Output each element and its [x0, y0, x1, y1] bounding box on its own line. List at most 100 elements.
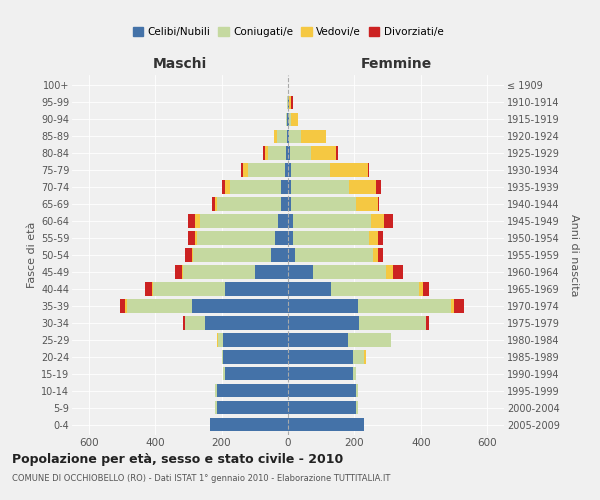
Bar	[288, 130, 289, 143]
Bar	[368, 164, 370, 176]
Bar	[217, 401, 288, 414]
Bar	[182, 266, 184, 278]
Bar	[193, 248, 271, 262]
Bar	[451, 300, 454, 312]
Bar	[255, 266, 288, 278]
Bar	[185, 316, 205, 330]
Bar	[288, 350, 353, 364]
Bar	[223, 334, 288, 346]
Bar	[281, 198, 288, 210]
Bar	[275, 232, 288, 244]
Bar	[385, 214, 392, 228]
Bar	[426, 316, 429, 330]
Text: Femmine: Femmine	[361, 57, 431, 71]
Bar	[353, 350, 364, 364]
Bar	[268, 146, 286, 160]
Bar	[217, 198, 281, 210]
Bar	[349, 180, 376, 194]
Bar	[265, 146, 268, 160]
Bar	[210, 418, 288, 432]
Bar	[419, 282, 422, 296]
Text: Maschi: Maschi	[153, 57, 207, 71]
Bar	[288, 164, 292, 176]
Bar	[288, 282, 331, 296]
Bar	[243, 164, 248, 176]
Bar	[215, 401, 217, 414]
Bar	[184, 266, 255, 278]
Bar	[288, 198, 292, 210]
Bar	[290, 146, 311, 160]
Bar	[376, 180, 381, 194]
Bar	[288, 300, 358, 312]
Bar	[212, 198, 215, 210]
Bar	[288, 316, 359, 330]
Bar	[289, 130, 301, 143]
Bar	[120, 300, 125, 312]
Bar	[288, 401, 356, 414]
Bar	[191, 248, 193, 262]
Bar	[281, 180, 288, 194]
Bar	[422, 282, 429, 296]
Bar	[358, 300, 451, 312]
Bar	[195, 232, 197, 244]
Text: Popolazione per età, sesso e stato civile - 2010: Popolazione per età, sesso e stato civil…	[12, 452, 343, 466]
Bar	[263, 146, 265, 160]
Bar	[185, 248, 191, 262]
Y-axis label: Fasce di età: Fasce di età	[26, 222, 37, 288]
Bar	[329, 164, 368, 176]
Bar	[295, 248, 373, 262]
Bar	[288, 266, 313, 278]
Bar	[248, 164, 284, 176]
Bar	[378, 248, 383, 262]
Bar	[313, 266, 386, 278]
Bar	[288, 146, 290, 160]
Bar	[378, 198, 379, 210]
Bar	[217, 334, 218, 346]
Bar	[188, 214, 195, 228]
Bar	[221, 350, 223, 364]
Bar	[284, 164, 288, 176]
Y-axis label: Anni di nascita: Anni di nascita	[569, 214, 579, 296]
Bar	[356, 401, 358, 414]
Bar	[218, 334, 223, 346]
Bar	[287, 130, 288, 143]
Bar	[378, 232, 383, 244]
Bar	[292, 164, 329, 176]
Bar	[288, 180, 292, 194]
Bar	[364, 350, 366, 364]
Bar	[230, 180, 281, 194]
Bar	[288, 112, 289, 126]
Bar	[311, 146, 336, 160]
Bar	[215, 198, 217, 210]
Bar	[288, 248, 295, 262]
Bar	[286, 146, 288, 160]
Bar	[356, 198, 378, 210]
Bar	[371, 214, 385, 228]
Bar	[288, 214, 293, 228]
Bar	[205, 316, 288, 330]
Bar	[175, 266, 182, 278]
Bar	[271, 248, 288, 262]
Bar	[293, 214, 371, 228]
Bar	[223, 367, 225, 380]
Bar	[292, 112, 298, 126]
Bar	[278, 214, 288, 228]
Bar	[288, 367, 353, 380]
Bar	[225, 282, 288, 296]
Bar	[152, 282, 154, 296]
Bar	[145, 282, 152, 296]
Bar	[277, 130, 287, 143]
Text: COMUNE DI OCCHIOBELLO (RO) - Dati ISTAT 1° gennaio 2010 - Elaborazione TUTTITALI: COMUNE DI OCCHIOBELLO (RO) - Dati ISTAT …	[12, 474, 391, 483]
Bar	[292, 198, 356, 210]
Bar	[184, 316, 185, 330]
Bar	[288, 96, 289, 109]
Bar	[215, 384, 217, 398]
Bar	[287, 112, 288, 126]
Bar	[223, 350, 288, 364]
Bar	[125, 300, 127, 312]
Bar	[288, 384, 356, 398]
Bar	[359, 316, 426, 330]
Bar	[288, 418, 364, 432]
Bar	[356, 384, 358, 398]
Bar	[191, 300, 288, 312]
